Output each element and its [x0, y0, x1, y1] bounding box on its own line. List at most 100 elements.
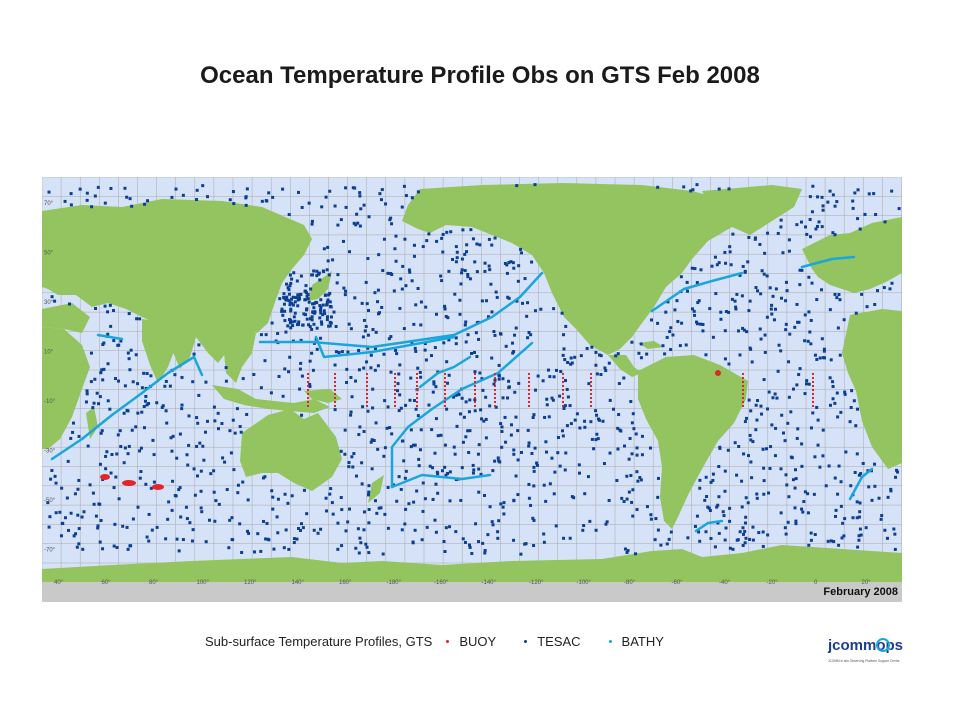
- longitude-tick: 100°: [197, 580, 210, 586]
- tesac-dot: [366, 333, 370, 337]
- tesac-dot: [123, 186, 127, 190]
- tesac-dot: [493, 378, 497, 382]
- tesac-dot: [305, 512, 309, 516]
- buoy-dot: [494, 389, 496, 391]
- tesac-dot: [100, 429, 104, 433]
- tesac-dot: [784, 473, 788, 477]
- tesac-dot: [109, 324, 113, 328]
- tesac-dot: [656, 528, 660, 532]
- tesac-dot: [412, 254, 416, 258]
- buoy-dot: [590, 389, 592, 391]
- tesac-dot: [860, 292, 864, 296]
- tesac-dot: [803, 392, 807, 396]
- tesac-dot: [275, 515, 279, 519]
- tesac-dot: [315, 347, 319, 351]
- tesac-dot: [532, 544, 536, 548]
- tesac-dot: [589, 420, 593, 424]
- tesac-dot: [334, 324, 338, 328]
- tesac-dot: [605, 520, 609, 524]
- tesac-dot: [639, 342, 643, 346]
- tesac-dot: [285, 282, 289, 286]
- legend-tesac-label: TESAC: [537, 633, 581, 649]
- tesac-dot: [118, 429, 122, 433]
- tesac-dot: [634, 552, 638, 556]
- tesac-dot: [310, 273, 314, 277]
- tesac-dot: [373, 291, 377, 295]
- tesac-dot: [223, 460, 227, 464]
- tesac-dot: [513, 333, 517, 337]
- tesac-dot: [289, 301, 293, 305]
- buoy-dot: [394, 397, 396, 399]
- tesac-dot: [477, 490, 481, 494]
- tesac-dot: [126, 351, 130, 355]
- tesac-dot: [445, 407, 449, 411]
- tesac-dot: [378, 192, 382, 196]
- tesac-dot: [519, 247, 523, 251]
- bathy-track: [314, 335, 456, 359]
- buoy-dot: [562, 393, 564, 395]
- tesac-dot: [69, 203, 73, 207]
- tesac-dot: [804, 225, 808, 229]
- tesac-dot: [363, 329, 367, 333]
- tesac-dot: [285, 295, 289, 299]
- tesac-dot: [809, 342, 813, 346]
- tesac-dot: [267, 191, 271, 195]
- buoy-dot: [590, 377, 592, 379]
- tesac-dot: [820, 337, 824, 341]
- tesac-dot: [529, 333, 533, 337]
- tesac-dot: [583, 425, 587, 429]
- tesac-dot: [400, 287, 404, 291]
- tesac-dot: [434, 417, 438, 421]
- tesac-dot: [552, 307, 556, 311]
- tesac-dot: [697, 299, 701, 303]
- tesac-dot: [703, 498, 707, 502]
- tesac-dot: [717, 495, 721, 499]
- tesac-dot: [795, 302, 799, 306]
- tesac-dot: [98, 540, 102, 544]
- tesac-dot: [504, 440, 508, 444]
- tesac-dot: [134, 353, 138, 357]
- tesac-dot: [397, 409, 401, 413]
- tesac-dot: [638, 476, 642, 480]
- tesac-dot: [807, 275, 811, 279]
- tesac-dot: [367, 215, 371, 219]
- tesac-dot: [366, 257, 370, 261]
- tesac-dot: [404, 194, 408, 198]
- tesac-dot: [787, 395, 791, 399]
- tesac-dot: [312, 528, 316, 532]
- tesac-dot: [803, 313, 807, 317]
- tesac-dot: [138, 317, 142, 321]
- tesac-dot: [365, 360, 369, 364]
- tesac-dot: [460, 257, 464, 261]
- buoy-dot: [812, 393, 814, 395]
- tesac-dot: [336, 223, 340, 227]
- tesac-dot: [123, 446, 127, 450]
- tesac-dot: [307, 323, 311, 327]
- tesac-dot: [329, 315, 333, 319]
- tesac-dot: [66, 459, 70, 463]
- buoy-dot: [366, 405, 368, 407]
- buoy-dot: [742, 385, 744, 387]
- tesac-dot: [888, 287, 892, 291]
- buoy-dot: [394, 389, 396, 391]
- tesac-dot: [85, 198, 89, 202]
- tesac-dot: [808, 330, 812, 334]
- tesac-dot: [143, 399, 147, 403]
- latitude-tick: -30°: [44, 449, 56, 455]
- buoy-dot: [812, 397, 814, 399]
- buoy-dot: [528, 401, 530, 403]
- tesac-dot: [762, 479, 766, 483]
- tesac-dot: [82, 510, 86, 514]
- tesac-dot: [397, 372, 401, 376]
- tesac-dot: [831, 380, 835, 384]
- tesac-dot: [497, 373, 501, 377]
- tesac-dot: [753, 237, 757, 241]
- slide-title: Ocean Temperature Profile Obs on GTS Feb…: [200, 62, 760, 89]
- tesac-dot: [293, 300, 297, 304]
- tesac-dot: [463, 269, 467, 273]
- tesac-dot: [431, 390, 435, 394]
- tesac-dot: [412, 399, 416, 403]
- tesac-dot: [839, 504, 843, 508]
- tesac-dot: [468, 277, 472, 281]
- tesac-dot: [814, 227, 818, 231]
